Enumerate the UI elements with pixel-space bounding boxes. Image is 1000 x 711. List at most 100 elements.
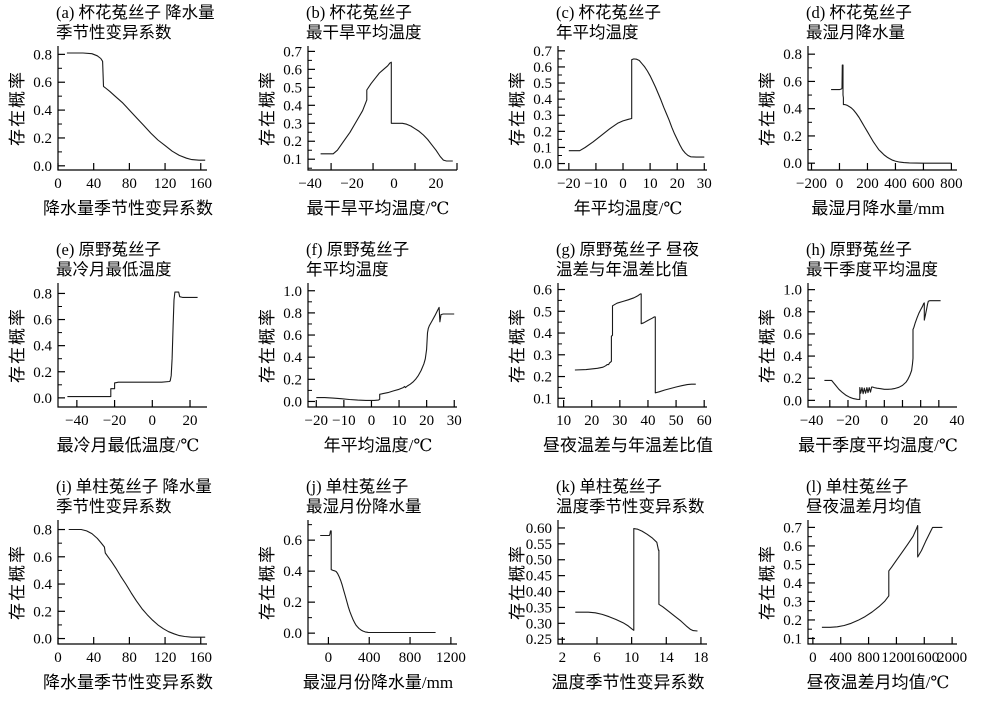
y-axis-label: 存在概率 [258,70,277,146]
panel-title-line2: 季节性变异系数 [56,23,172,42]
panel-a: 0.0 0.2 0.4 0.6 0.8 0 40 80 120 160 (a) 杯花菟丝子 降水量… [0,0,250,237]
y-tick-label: 0.4 [783,349,802,365]
y-tick-label: 0.0 [33,159,52,175]
y-tick-label: 0.8 [33,286,52,302]
y-tick-label: 0.2 [783,129,802,145]
panel-i: 0.0 0.2 0.4 0.6 0.8 0 40 80 120 160 (i) 单柱菟丝子 降水量… [0,474,250,711]
y-tick-label: 0.6 [283,62,302,78]
x-tick-label: 40 [86,176,101,192]
y-tick-label: 0.2 [33,604,52,620]
panel-title: (g) 原野菟丝子 昼夜 温差与年温差比值 [556,240,699,280]
panel-title-line1: (c) 杯花菟丝子 [556,3,661,22]
y-tick-label: 0.2 [783,613,802,629]
x-tick-label: 20 [584,413,599,429]
panel-title: (a) 杯花菟丝子 降水量 季节性变异系数 [56,3,215,43]
axis-lines [307,283,457,408]
axis-lines [307,520,457,645]
y-tick-label: 0.2 [283,595,302,611]
y-tick-label: 0.4 [783,576,802,592]
response-curve [824,300,941,401]
response-curve [574,293,696,394]
x-tick-label: 120 [154,176,177,192]
x-tick-label: −10 [584,176,607,192]
y-tick-label: 0.50 [526,553,552,569]
panel-title: (j) 单柱菟丝子 最湿月份降水量 [306,477,422,517]
y-tick-label: 0.0 [783,393,802,409]
x-tick-label: 60 [697,413,712,429]
x-tick-label: −40 [298,176,321,192]
response-curve [320,61,453,162]
y-tick-label: 0.2 [533,124,552,140]
response-curve [66,52,206,161]
x-tick-label: 160 [190,176,213,192]
axis-lines [807,520,957,645]
x-axis-label: 年平均温度/℃ [323,436,433,455]
x-tick-label: 10 [624,650,639,666]
axis-lines [57,283,207,408]
x-tick-label: −10 [332,413,355,429]
panel-h: 0.0 0.2 0.4 0.6 0.8 1.0 −40 −20 0 20 40 (h) 原野菟丝子 … [750,237,1000,474]
x-tick-label: 1200 [436,650,466,666]
x-tick-label: 40 [950,413,965,429]
panel-g: 0.1 0.2 0.3 0.4 0.5 0.6 10 20 30 40 50 60 (g) 原野菟丝子… [500,237,750,474]
y-tick-label: 0.0 [33,391,52,407]
panel-title-line2: 季节性变异系数 [56,497,172,516]
y-tick-label: 0.5 [283,80,302,96]
panel-title: (b) 杯花菟丝子 最干旱平均温度 [306,3,422,43]
x-tick-label: 80 [122,650,137,666]
plot-area-g: 0.1 0.2 0.3 0.4 0.5 0.6 10 20 30 40 50 60 [533,283,712,429]
x-tick-label: 800 [857,650,880,666]
panel-title-line2: 年平均温度 [556,23,639,42]
panel-title: (l) 单柱菟丝子 昼夜温差月均值 [806,477,922,517]
x-tick-label: 6 [593,650,601,666]
axis-lines [807,283,957,408]
x-tick-label: 50 [669,413,684,429]
y-axis-label: 存在概率 [758,544,777,620]
panel-title-line2: 温度季节性变异系数 [556,497,705,516]
panel-title: (c) 杯花菟丝子 年平均温度 [556,3,661,43]
y-axis-label: 存在概率 [8,544,27,620]
y-tick-label: 0.0 [283,394,302,410]
y-tick-label: 0.1 [533,140,552,156]
y-tick-label: 0.45 [526,569,552,585]
axis-lines [307,46,457,171]
x-tick-label: 0 [809,650,817,666]
axis-lines [557,283,707,408]
y-tick-label: 0.0 [783,156,802,172]
panel-title-line2: 最湿月份降水量 [306,497,422,516]
panel-title-line1: (d) 杯花菟丝子 [806,3,912,22]
y-tick-label: 0.4 [33,339,52,355]
axis-lines [57,46,207,171]
panel-title-line1: (j) 单柱菟丝子 [306,477,409,496]
x-tick-label: 20 [419,413,434,429]
x-tick-label: 2 [559,650,567,666]
plot-area-e: 0.0 0.2 0.4 0.6 0.8 −40 −20 0 20 [33,283,207,429]
y-tick-label: 0.4 [283,350,302,366]
panel-b: 0.1 0.2 0.3 0.4 0.5 0.6 0.7 −40 −20 0 20 (b) 杯花菟丝子… [250,0,500,237]
x-tick-label: −20 [305,413,328,429]
x-axis-label: 降水量季节性变异系数 [43,199,213,218]
y-tick-label: 1.0 [283,284,302,300]
plot-area-b: 0.1 0.2 0.3 0.4 0.5 0.6 0.7 −40 −20 0 20 [283,44,458,192]
x-tick-label: 20 [183,413,198,429]
x-axis-label: 昼夜温差月均值/℃ [806,673,950,692]
x-tick-label: 14 [659,650,675,666]
panel-k: 0.25 0.30 0.35 0.40 0.45 0.50 0.55 0.60 2 6 10 14 18… [500,474,750,711]
panel-title-line1: (i) 单柱菟丝子 降水量 [56,477,212,496]
y-axis-label: 存在概率 [258,544,277,620]
y-tick-label: 0.6 [33,75,52,91]
panel-title: (d) 杯花菟丝子 最湿月降水量 [806,3,912,43]
y-tick-label: 0.7 [533,44,552,60]
x-tick-label: 0 [881,413,889,429]
y-tick-label: 0.0 [533,157,552,173]
y-tick-label: 0.8 [283,306,302,322]
x-tick-label: 0 [54,176,62,192]
x-tick-label: 80 [122,176,137,192]
panel-title-line2: 最冷月最低温度 [56,260,172,279]
y-tick-label: 0.55 [526,537,552,553]
panel-title-line1: (k) 单柱菟丝子 [556,477,662,496]
x-tick-label: 40 [86,650,101,666]
x-tick-label: −200 [796,176,827,192]
panel-e: 0.0 0.2 0.4 0.6 0.8 −40 −20 0 20 (e) 原野菟丝子 最冷月最低… [0,237,250,474]
y-tick-label: 0.3 [533,348,552,364]
